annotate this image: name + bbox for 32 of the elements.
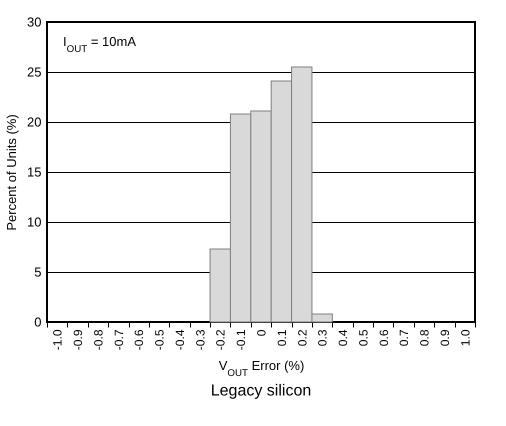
x-tick-label: 0.8 (418, 329, 432, 346)
x-tick-label: -0.4 (172, 329, 187, 350)
y-tick-label: 25 (27, 64, 42, 80)
x-tick-label: 1.0 (458, 329, 472, 346)
x-tick-label: 0.3 (316, 329, 330, 346)
x-tick-label: 0.4 (336, 329, 350, 346)
y-tick-label: 5 (34, 264, 42, 280)
y-tick-label: 10 (27, 214, 42, 230)
x-tick-label: -0.1 (234, 329, 248, 350)
x-tick-label: -0.9 (71, 329, 86, 350)
x-axis-title: V$_{OUT}$ Error (%) (218, 358, 304, 379)
x-tick-label: 0.6 (376, 329, 391, 346)
x-tick-label: -0.5 (152, 329, 167, 350)
y-tick-label: 0 (34, 314, 42, 330)
x-tick-label: 0 (254, 329, 268, 336)
y-axis-title: Percent of Units (%) (4, 114, 20, 231)
x-tick-label: -0.6 (132, 329, 146, 350)
x-tick-label: -0.8 (91, 329, 106, 350)
x-tick-label: 0.5 (356, 329, 370, 346)
x-tick-label: -0.3 (193, 329, 208, 350)
y-tick-label: 15 (27, 164, 42, 180)
text: Legacy silicon (210, 382, 312, 400)
x-tick-label: -1.0 (50, 329, 65, 350)
x-tick-label: 0.1 (274, 329, 289, 346)
annotation: I$_{OUT}$ = 10mA (63, 34, 136, 54)
x-tick-label: 0.7 (397, 329, 412, 346)
y-tick-label: 30 (27, 14, 42, 30)
x-tick-label: 0.9 (438, 329, 452, 346)
x-tick-label: -0.7 (112, 329, 126, 350)
y-tick-label: 20 (27, 114, 42, 130)
x-tick-label: -0.2 (214, 329, 228, 350)
x-tick-label: 0.2 (295, 329, 310, 346)
